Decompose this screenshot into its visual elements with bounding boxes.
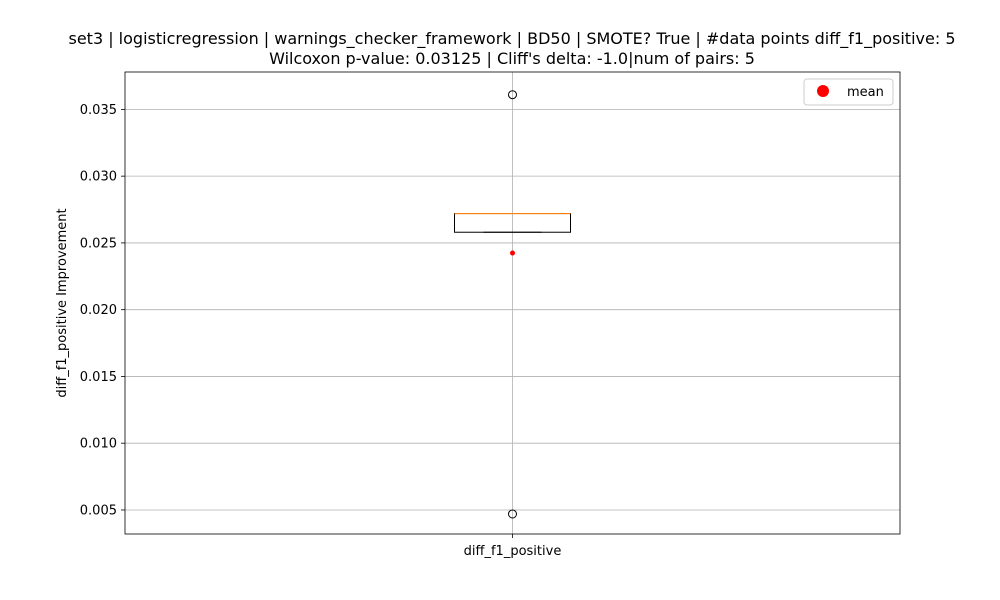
y-tick-label: 0.005 [80, 503, 117, 518]
x-tick-label: diff_f1_positive [464, 544, 562, 559]
y-tick-label: 0.030 [80, 170, 117, 185]
y-tick-label: 0.010 [80, 437, 117, 452]
y-tick-label: 0.020 [80, 303, 117, 318]
outlier-point [508, 90, 517, 100]
y-axis-label: diff_f1_positive Improvement [55, 208, 70, 397]
legend: mean [803, 78, 894, 106]
mean-marker [510, 250, 515, 256]
axes: 0.005 0.010 0.015 0.020 0.025 0.030 0.035 diff_… [80, 71, 901, 559]
chart-title-line-2: Wilcoxon p-value: 0.03125 | Cliff's delt… [269, 49, 755, 68]
plot-area [454, 90, 571, 519]
legend-frame [803, 78, 894, 106]
chart-title-line-1: set3 | logisticregression | warnings_che… [68, 29, 955, 49]
grid-lines [125, 72, 900, 534]
y-tick-label: 0.015 [80, 370, 117, 385]
y-tick-label: 0.035 [80, 103, 117, 118]
y-tick-label: 0.025 [80, 236, 117, 251]
outlier-point [508, 509, 517, 519]
legend-mean-label: mean [847, 85, 884, 100]
legend-mean-marker [817, 85, 829, 97]
